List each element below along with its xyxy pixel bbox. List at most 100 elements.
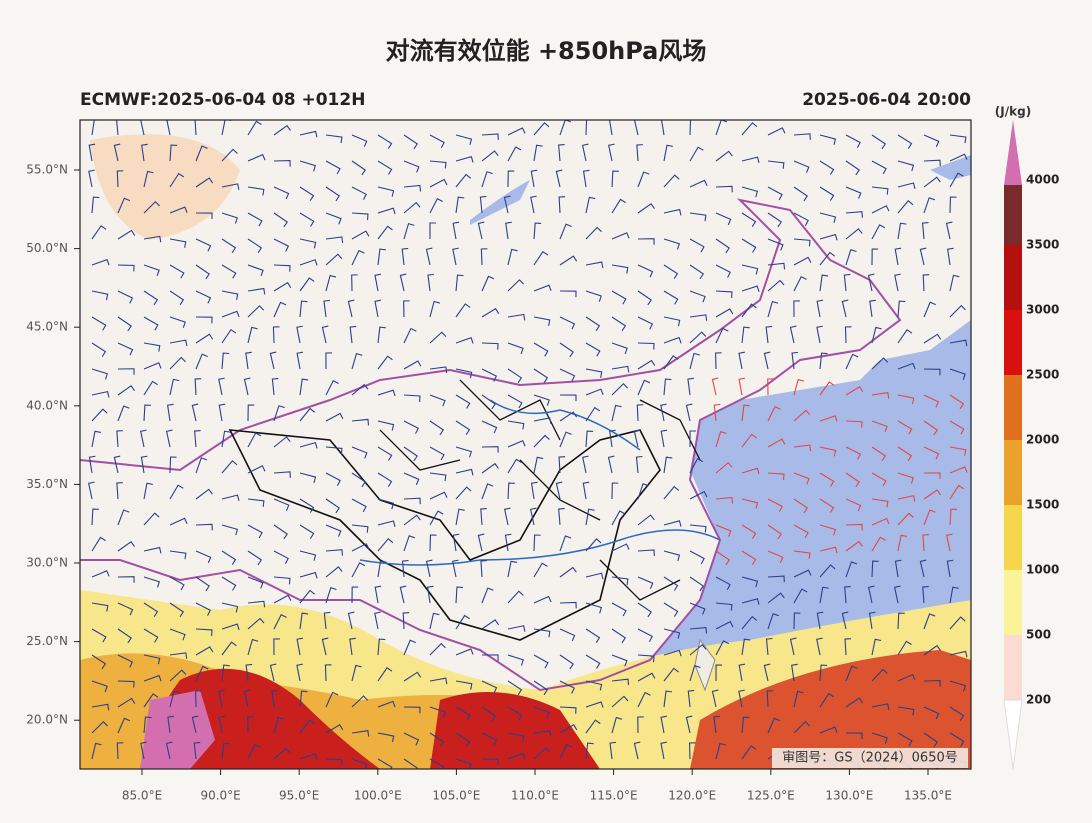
wind-barb bbox=[585, 742, 594, 760]
wind-barb bbox=[143, 546, 162, 554]
wind-barb bbox=[533, 122, 550, 136]
y-tick-label: 30.0°N bbox=[26, 556, 68, 570]
wind-barb bbox=[455, 486, 472, 500]
wind-barb bbox=[195, 212, 213, 220]
wind-barb bbox=[325, 212, 342, 225]
wind-barb bbox=[377, 498, 395, 510]
wind-barb bbox=[559, 394, 577, 402]
wind-barb bbox=[819, 472, 835, 487]
wind-barb bbox=[923, 368, 941, 376]
wind-barb bbox=[663, 208, 682, 216]
wind-barb bbox=[585, 261, 604, 269]
wind-barb bbox=[481, 150, 499, 162]
wind-barb bbox=[633, 429, 641, 448]
wind-barb bbox=[323, 611, 331, 630]
wind-barb bbox=[325, 524, 342, 537]
wind-barb bbox=[533, 222, 542, 240]
wind-barb bbox=[169, 206, 188, 214]
wind-barb bbox=[299, 277, 315, 292]
wind-barb bbox=[793, 275, 807, 292]
wind-barb bbox=[243, 689, 251, 708]
wind-barb bbox=[741, 550, 757, 565]
wind-barb bbox=[247, 153, 266, 162]
wind-barb bbox=[247, 465, 266, 474]
wind-barb bbox=[296, 325, 303, 344]
wind-barb bbox=[949, 732, 965, 747]
wind-barb bbox=[481, 732, 498, 746]
wind-barb bbox=[843, 273, 851, 292]
wind-barb bbox=[349, 325, 357, 344]
wind-barb bbox=[585, 290, 602, 302]
wind-barb bbox=[377, 248, 386, 266]
wind-barb bbox=[247, 576, 264, 589]
wind-barb bbox=[429, 198, 443, 214]
wind-barb bbox=[663, 144, 673, 162]
wind-barb bbox=[637, 359, 656, 370]
wind-barb bbox=[91, 721, 109, 734]
wind-barb bbox=[194, 120, 197, 136]
wind-barb bbox=[819, 212, 837, 223]
wind-barb bbox=[660, 741, 667, 760]
wind-barb bbox=[711, 377, 719, 396]
wind-barb bbox=[351, 230, 370, 240]
wind-barb bbox=[429, 758, 445, 769]
wind-barb bbox=[480, 508, 487, 526]
wind-barb bbox=[195, 238, 212, 252]
wind-barb bbox=[637, 628, 653, 642]
wind-barb bbox=[143, 380, 158, 396]
wind-barb bbox=[741, 404, 750, 422]
wind-barb bbox=[325, 160, 341, 175]
wind-barb bbox=[194, 429, 201, 448]
wind-barb bbox=[611, 342, 628, 355]
wind-barb bbox=[455, 368, 473, 379]
wind-barb bbox=[507, 170, 515, 188]
wind-barb bbox=[897, 160, 915, 172]
wind-barb bbox=[559, 680, 576, 694]
wind-barb bbox=[455, 648, 474, 656]
wind-barb bbox=[791, 351, 799, 370]
wind-barb bbox=[429, 472, 447, 482]
wind-barb bbox=[767, 238, 784, 251]
wind-barb bbox=[741, 186, 759, 198]
wind-barb bbox=[845, 523, 863, 531]
wind-barb bbox=[923, 420, 938, 436]
map-frame bbox=[79, 119, 972, 770]
wind-barb bbox=[195, 646, 214, 656]
wind-barb bbox=[374, 273, 382, 292]
wind-barb bbox=[169, 517, 188, 526]
wind-barb bbox=[195, 576, 210, 592]
title: 对流有效位能 +850hPa风场 bbox=[386, 37, 707, 65]
wind-barb bbox=[871, 186, 889, 195]
wind-barb bbox=[949, 368, 966, 380]
wind-barb bbox=[663, 690, 673, 708]
wind-barb bbox=[221, 238, 237, 254]
wind-barb bbox=[140, 429, 147, 448]
wind-barb bbox=[117, 197, 131, 214]
wind-barb bbox=[637, 290, 652, 306]
wind-barb bbox=[325, 587, 337, 604]
wind-barb bbox=[507, 146, 522, 162]
wind-barb bbox=[221, 430, 231, 448]
wind-barb bbox=[403, 758, 418, 769]
wind-barb bbox=[793, 378, 805, 396]
wind-barb bbox=[637, 602, 652, 618]
wind-barb bbox=[377, 667, 393, 682]
wind-barb bbox=[558, 144, 565, 162]
wind-barb bbox=[377, 538, 394, 552]
wind-barb bbox=[923, 159, 941, 167]
wind-barb bbox=[559, 566, 577, 578]
wind-barb bbox=[117, 385, 135, 396]
wind-barb bbox=[715, 352, 722, 370]
colorbar-label: 2000 bbox=[1026, 433, 1059, 447]
wind-barb bbox=[660, 120, 665, 136]
wind-barb bbox=[897, 732, 913, 747]
wind-barb bbox=[715, 308, 734, 318]
wind-barb bbox=[247, 617, 265, 630]
wind-barb bbox=[169, 652, 188, 659]
wind-barb bbox=[611, 602, 627, 617]
wind-barb bbox=[299, 130, 318, 138]
wind-barb bbox=[143, 235, 162, 243]
wind-barb bbox=[949, 484, 965, 500]
wind-barb bbox=[715, 742, 726, 760]
wind-barb bbox=[715, 238, 730, 254]
